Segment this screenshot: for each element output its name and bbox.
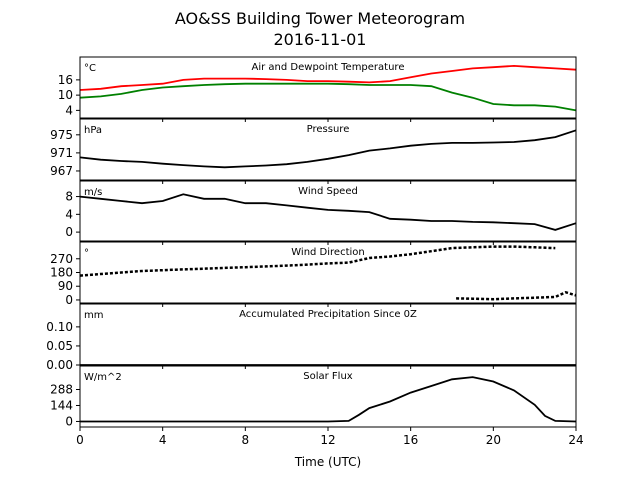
unit-label-temperature: °C bbox=[84, 63, 96, 74]
unit-label-pressure: hPa bbox=[84, 125, 102, 136]
panel-precipitation: 0.00 0.05 0.10 mm Accumulated Precipitation … bbox=[46, 303, 577, 372]
unit-label-wind-direction: ° bbox=[84, 248, 89, 259]
panel-title-wind-speed: Wind Speed bbox=[298, 186, 358, 197]
x-tick-label-0: 0 bbox=[76, 433, 84, 447]
y-tick-label-wind-direction-2: 180 bbox=[50, 266, 73, 280]
y-tick-label-precipitation-1: 0.05 bbox=[46, 339, 73, 353]
x-tick-label-6: 24 bbox=[568, 433, 583, 447]
y-tick-label-solar-flux-0: 0 bbox=[65, 414, 73, 428]
series-line-wind-direction-0 bbox=[79, 245, 556, 277]
x-tick-label-3: 12 bbox=[320, 433, 335, 447]
y-tick-label-temperature-1: 10 bbox=[58, 88, 73, 102]
x-tick-label-5: 20 bbox=[486, 433, 501, 447]
x-tick-label-1: 4 bbox=[159, 433, 167, 447]
chart-title: AO&SS Building Tower Meteorogram bbox=[175, 9, 465, 28]
panel-title-temperature: Air and Dewpoint Temperature bbox=[252, 62, 405, 73]
y-tick-label-pressure-0: 967 bbox=[50, 164, 73, 178]
panel-wind-speed: 0 4 8 m/s Wind Speed bbox=[65, 180, 577, 245]
y-tick-label-pressure-1: 971 bbox=[50, 146, 73, 160]
panel-title-pressure: Pressure bbox=[307, 124, 350, 135]
chart-subtitle: 2016-11-01 bbox=[274, 30, 367, 49]
y-tick-label-wind-speed-2: 8 bbox=[65, 190, 73, 204]
y-tick-label-wind-direction-3: 270 bbox=[50, 252, 73, 266]
panel-title-solar-flux: Solar Flux bbox=[303, 371, 353, 382]
y-tick-label-wind-direction-0: 0 bbox=[65, 293, 73, 307]
y-tick-label-wind-speed-0: 0 bbox=[65, 225, 73, 239]
y-tick-label-solar-flux-2: 288 bbox=[50, 383, 73, 397]
y-tick-label-wind-speed-1: 4 bbox=[65, 207, 73, 221]
y-tick-label-solar-flux-1: 144 bbox=[50, 398, 73, 412]
y-tick-label-precipitation-2: 0.10 bbox=[46, 320, 73, 334]
y-tick-label-wind-direction-1: 90 bbox=[58, 279, 73, 293]
y-tick-label-temperature-0: 4 bbox=[65, 103, 73, 117]
panel-title-wind-direction: Wind Direction bbox=[291, 247, 365, 258]
y-tick-label-temperature-2: 16 bbox=[58, 73, 73, 87]
series-line-wind-direction-1 bbox=[456, 290, 577, 301]
panel-title-precipitation: Accumulated Precipitation Since 0Z bbox=[239, 309, 417, 320]
panel-pressure: 967 971 975 hPa Pressure bbox=[50, 118, 577, 184]
x-tick-label-2: 8 bbox=[242, 433, 250, 447]
series-line-pressure-0 bbox=[79, 129, 577, 169]
x-tick-label-4: 16 bbox=[403, 433, 418, 447]
series-line-temperature-0 bbox=[79, 64, 577, 91]
y-tick-label-precipitation-0: 0.00 bbox=[46, 358, 73, 372]
unit-label-wind-speed: m/s bbox=[84, 187, 102, 198]
x-axis-label: Time (UTC) bbox=[294, 455, 361, 469]
y-tick-label-pressure-2: 975 bbox=[50, 128, 73, 142]
unit-label-precipitation: mm bbox=[84, 310, 103, 321]
series-line-wind-speed-0 bbox=[79, 193, 577, 231]
unit-label-solar-flux: W/m^2 bbox=[84, 372, 122, 383]
series-line-temperature-1 bbox=[79, 82, 577, 112]
series-line-solar-flux-0 bbox=[80, 376, 577, 423]
